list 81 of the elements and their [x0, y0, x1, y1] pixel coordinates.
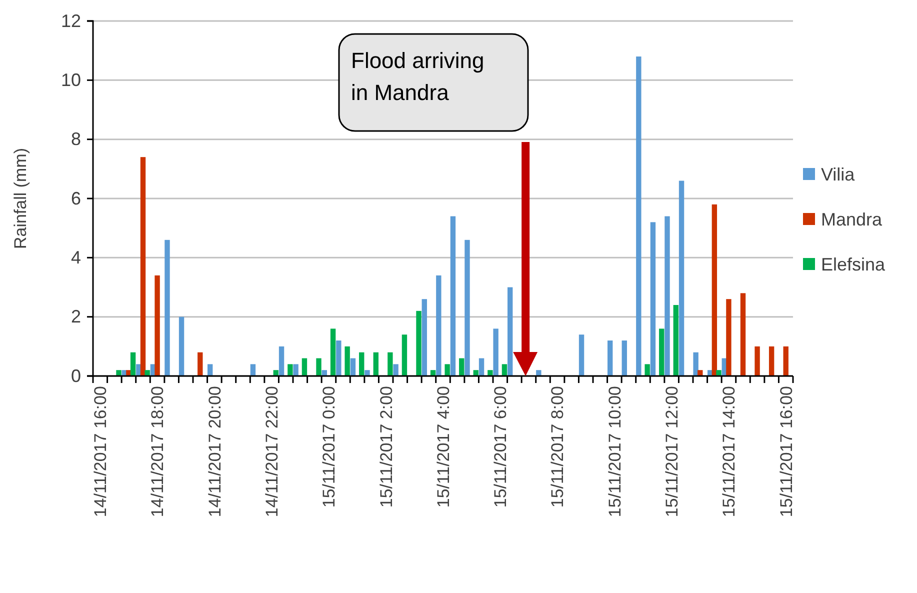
bar	[664, 216, 670, 376]
bar	[712, 204, 718, 376]
bar	[130, 352, 136, 376]
bar	[622, 340, 627, 376]
bar	[478, 358, 484, 376]
x-tick-label: 14/11/2017 18:00	[148, 386, 168, 518]
bar	[644, 364, 650, 376]
bar	[388, 352, 393, 376]
bar	[350, 358, 356, 376]
x-tick-label: 15/11/2017 16:00	[776, 386, 796, 518]
bar	[464, 240, 470, 376]
bar	[450, 216, 456, 376]
bar	[754, 346, 760, 376]
bar	[116, 370, 122, 376]
bar	[488, 370, 493, 376]
bar	[330, 328, 336, 376]
bar	[673, 305, 678, 376]
bar	[416, 310, 422, 376]
bar	[502, 364, 508, 376]
x-tick-label: 14/11/2017 16:00	[91, 386, 110, 518]
y-tick-label: 12	[60, 10, 81, 31]
x-tick-label: 15/11/2017 2:00	[376, 386, 396, 508]
x-tick-label: 15/11/2017 4:00	[434, 386, 453, 508]
x-tick-label: 15/11/2017 6:00	[491, 386, 510, 508]
x-tick-label: 15/11/2017 8:00	[548, 386, 568, 508]
y-axis-title: Rainfall (mm)	[11, 148, 30, 250]
bar	[154, 275, 160, 376]
bar	[364, 370, 370, 376]
bar	[373, 352, 378, 376]
bar	[493, 328, 498, 376]
bar	[783, 346, 788, 376]
bar	[293, 364, 298, 376]
bar	[178, 316, 184, 376]
bar	[768, 346, 774, 376]
bar	[459, 358, 464, 376]
bar	[359, 352, 364, 376]
x-tick-label: 14/11/2017 22:00	[262, 386, 282, 518]
bar	[678, 180, 684, 376]
y-tick-label: 10	[60, 70, 81, 90]
bar	[508, 287, 513, 376]
bar	[536, 370, 542, 376]
bar	[144, 370, 150, 376]
bar	[444, 364, 450, 376]
y-tick-label: 4	[70, 247, 81, 268]
annotation: Flood arriving in Mandra	[351, 48, 484, 105]
legend-label: Mandra	[821, 209, 884, 230]
legend-label: Vilia	[821, 164, 856, 184]
bar	[659, 328, 664, 376]
bar	[140, 157, 146, 376]
bar	[278, 346, 284, 376]
x-tick-label: 14/11/2017 20:00	[205, 386, 224, 518]
bar	[436, 275, 442, 376]
bar	[650, 222, 656, 376]
y-tick-label: 8	[70, 129, 81, 150]
x-tick-label: 15/11/2017 12:00	[662, 386, 682, 518]
bar	[393, 364, 398, 376]
x-tick-label: 15/11/2017 14:00	[720, 386, 739, 518]
bar	[198, 352, 203, 376]
bar	[402, 334, 408, 376]
bar	[164, 240, 170, 376]
bar	[608, 340, 613, 376]
legend-label: Elefsina	[821, 254, 886, 274]
bar	[740, 293, 746, 376]
bar	[208, 364, 213, 376]
bar	[302, 358, 308, 376]
bar	[578, 334, 584, 376]
bar	[636, 56, 642, 376]
y-tick-label: 2	[70, 306, 81, 327]
x-tick-label: 15/11/2017 0:00	[320, 386, 339, 508]
bar	[336, 340, 342, 376]
x-tick-label: 15/11/2017 10:00	[605, 386, 624, 518]
bar	[716, 370, 722, 376]
bar	[288, 364, 293, 376]
bar	[693, 352, 698, 376]
y-tick-label: 0	[70, 366, 81, 386]
bar	[726, 299, 732, 376]
bar	[422, 299, 427, 376]
bar	[250, 364, 256, 376]
y-tick-label: 6	[70, 188, 81, 208]
bar	[316, 358, 322, 376]
bar	[344, 346, 350, 376]
